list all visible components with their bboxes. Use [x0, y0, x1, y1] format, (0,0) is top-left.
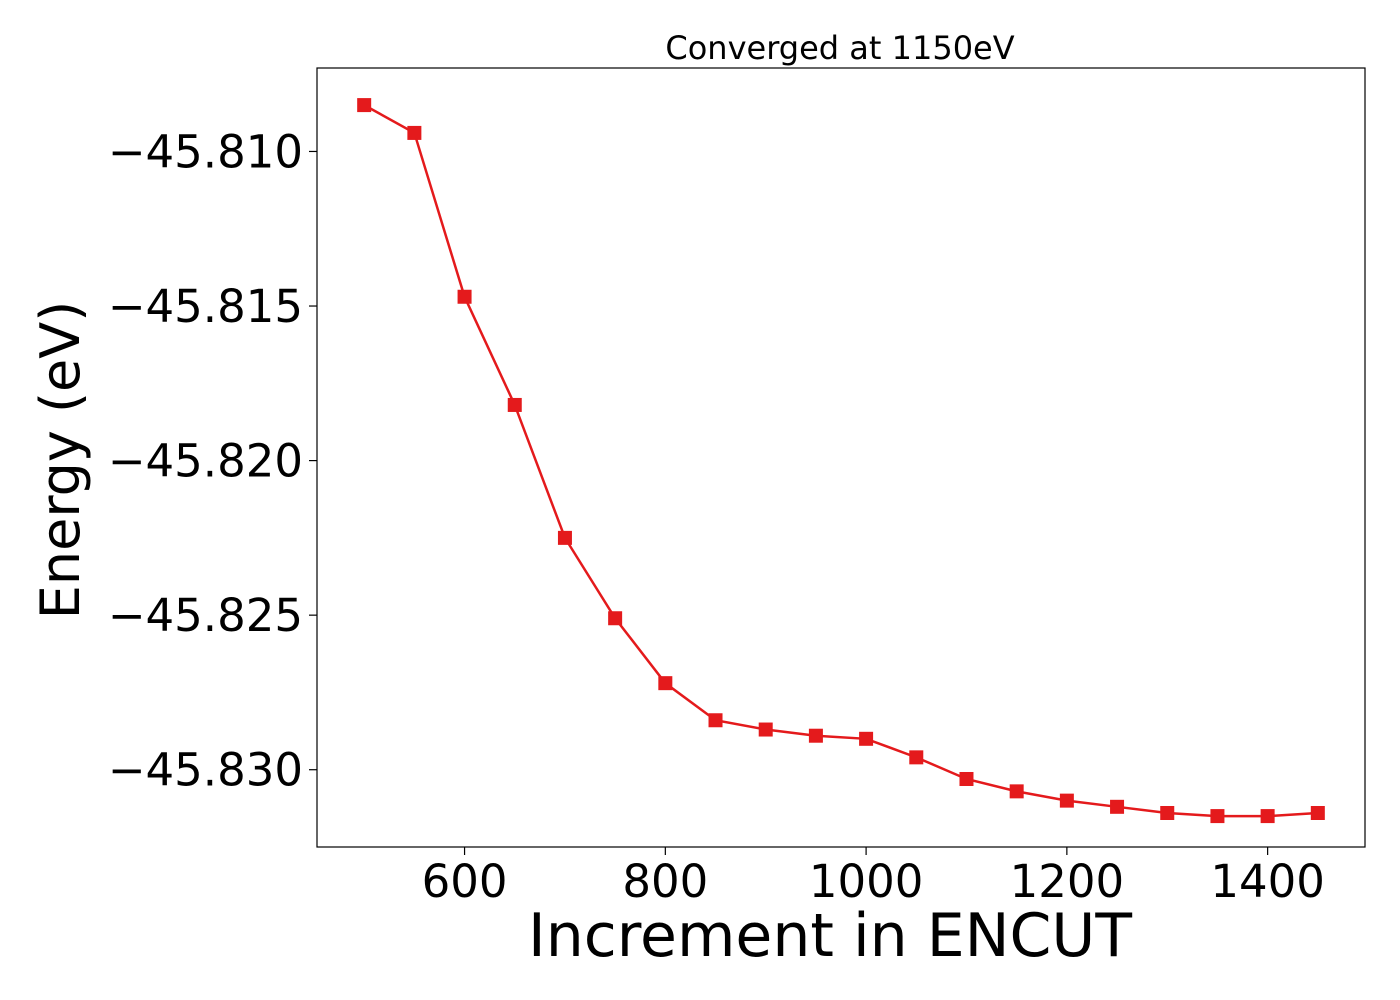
data-point — [357, 98, 372, 113]
chart-title: Converged at 1150eV — [665, 29, 1014, 67]
data-point — [959, 771, 974, 786]
data-point — [758, 722, 773, 737]
data-point — [1210, 809, 1225, 824]
data-point — [1160, 805, 1175, 820]
data-point — [507, 397, 522, 412]
x-tick-label: 1200 — [1010, 855, 1125, 908]
x-tick-label: 1400 — [1210, 855, 1325, 908]
series-layer — [357, 98, 1325, 824]
data-point — [658, 676, 673, 691]
data-point — [708, 713, 723, 728]
data-point — [1059, 793, 1074, 808]
data-point — [1310, 805, 1325, 820]
series-line — [363, 104, 1318, 818]
x-axis-ticks: 600 800 1000 1200 1400 — [422, 847, 1325, 908]
x-tick-label: 1000 — [809, 855, 924, 908]
data-point — [859, 731, 874, 746]
data-point — [909, 750, 924, 765]
data-point — [808, 728, 823, 743]
y-tick-label: −45.830 — [108, 744, 303, 797]
data-point — [608, 611, 623, 626]
x-tick-label: 600 — [422, 855, 508, 908]
data-point — [557, 530, 572, 545]
data-point — [1260, 809, 1275, 824]
y-tick-label: −45.825 — [108, 589, 303, 642]
y-tick-label: −45.810 — [108, 125, 303, 178]
y-tick-label: −45.820 — [108, 435, 303, 488]
data-point — [1009, 784, 1024, 799]
x-tick-label: 800 — [622, 855, 708, 908]
data-point — [457, 289, 472, 304]
y-axis-label: Energy (eV) — [29, 301, 92, 620]
data-point — [1110, 799, 1125, 814]
data-point — [407, 125, 422, 140]
y-axis-ticks: −45.810 −45.815 −45.820 −45.825 −45.830 — [108, 125, 317, 797]
plot-area-frame — [316, 67, 1366, 848]
x-axis-label: Increment in ENCUT — [528, 901, 1132, 971]
y-tick-label: −45.815 — [108, 280, 303, 333]
